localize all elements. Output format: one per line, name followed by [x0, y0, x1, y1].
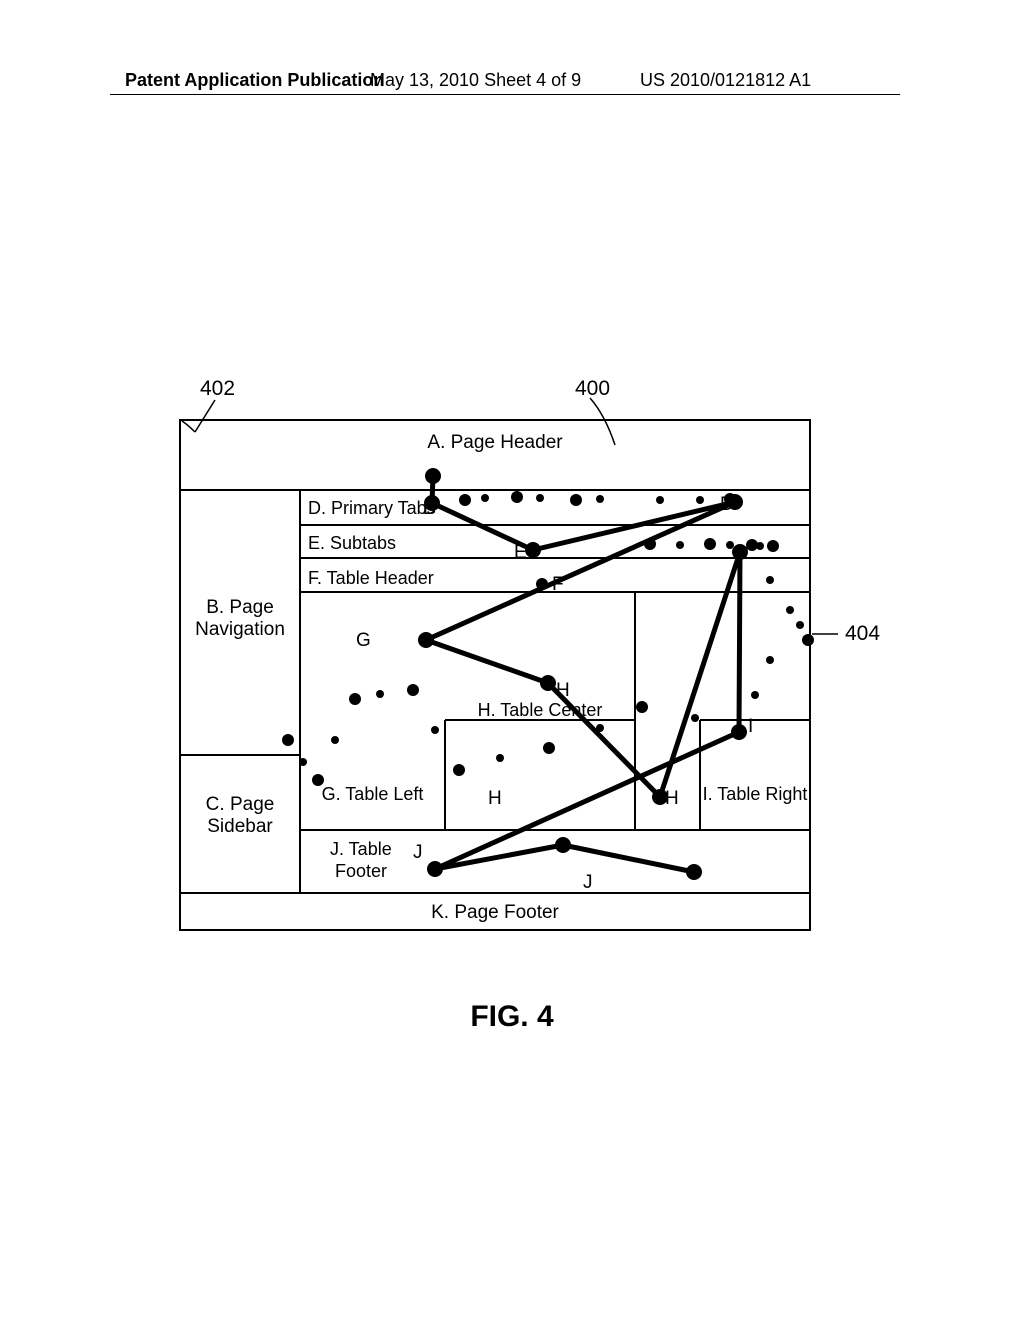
svg-text:D. Primary Tabs: D. Primary Tabs [308, 498, 436, 518]
svg-text:I: I [748, 716, 753, 737]
svg-text:D: D [720, 494, 734, 515]
svg-text:G: G [356, 630, 371, 651]
svg-text:Footer: Footer [335, 861, 387, 881]
svg-text:E. Subtabs: E. Subtabs [308, 533, 396, 553]
svg-text:H: H [488, 788, 502, 809]
svg-text:A. Page Header: A. Page Header [427, 432, 563, 453]
svg-text:D: D [423, 498, 437, 519]
svg-text:B. Page: B. Page [206, 597, 274, 618]
figure-svg: A. Page Header B. PageNavigation C. PageSi… [0, 0, 1024, 1320]
svg-text:H: H [556, 680, 570, 701]
svg-text:Sidebar: Sidebar [207, 816, 273, 837]
svg-text:J: J [583, 872, 593, 893]
svg-text:J: J [413, 842, 423, 863]
svg-text:H. Table Center: H. Table Center [478, 700, 603, 720]
figure-caption: FIG. 4 [0, 1000, 1024, 1034]
svg-text:402: 402 [200, 377, 235, 400]
svg-text:F. Table Header: F. Table Header [308, 568, 434, 588]
svg-text:G. Table Left: G. Table Left [322, 784, 424, 804]
svg-text:C. Page: C. Page [206, 794, 275, 815]
svg-text:Navigation: Navigation [195, 619, 285, 640]
svg-text:I. Table Right: I. Table Right [703, 784, 808, 804]
svg-text:E: E [514, 542, 527, 563]
svg-text:J. Table: J. Table [330, 839, 392, 859]
svg-text:F: F [552, 574, 564, 595]
page: Patent Application Publication May 13, 2… [0, 0, 1024, 1320]
svg-text:K. Page Footer: K. Page Footer [431, 902, 559, 923]
svg-text:404: 404 [845, 622, 880, 645]
svg-text:H: H [665, 788, 679, 809]
svg-text:400: 400 [575, 377, 610, 400]
